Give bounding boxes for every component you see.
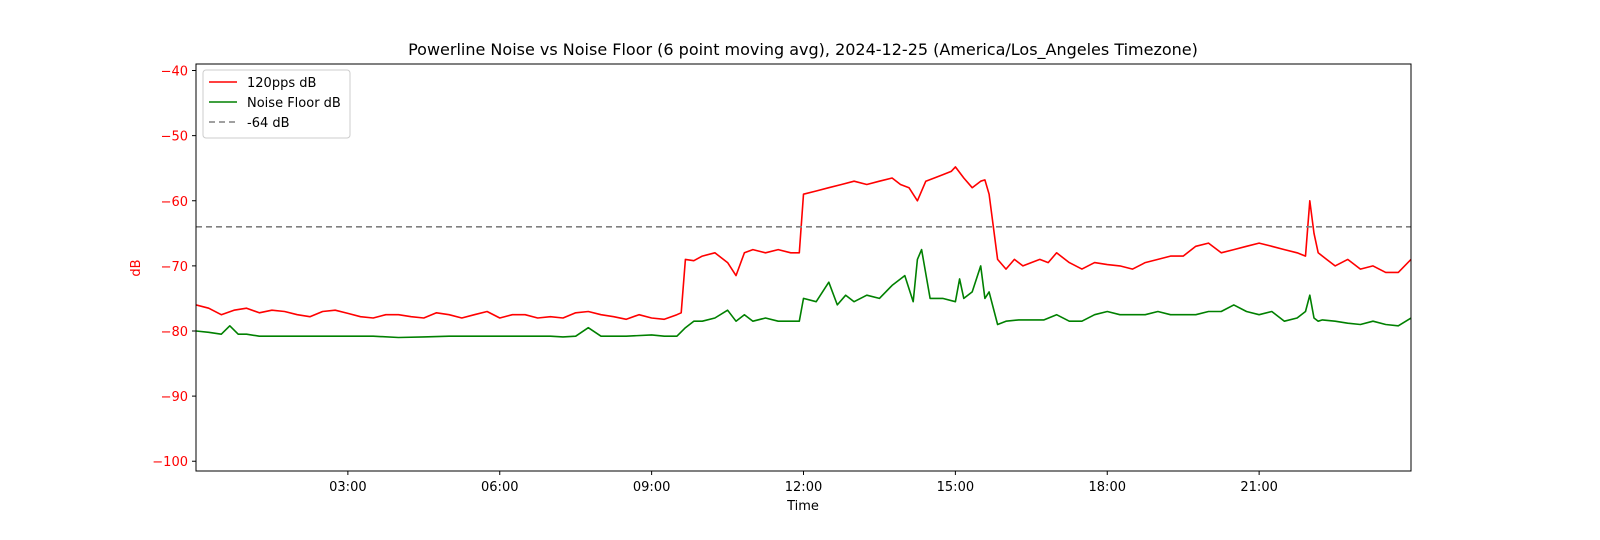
series-line-noise-floor — [196, 248, 1411, 339]
plot-frame — [195, 63, 1412, 472]
x-axis-title: Time — [786, 499, 819, 514]
x-tick-label: 15:00 — [937, 480, 974, 495]
x-tick-label: 06:00 — [481, 480, 518, 495]
y-tick-label: −60 — [161, 195, 188, 210]
y-axis-title: dB — [129, 259, 144, 276]
x-tick-label: 12:00 — [785, 480, 822, 495]
y-tick-label: −90 — [161, 390, 188, 405]
x-tick-label: 18:00 — [1089, 480, 1126, 495]
series-line-120pps — [196, 166, 1411, 321]
y-tick-label: −40 — [161, 65, 188, 80]
x-tick-label: 03:00 — [329, 480, 366, 495]
y-tick-label: −50 — [161, 130, 188, 145]
x-tick-label: 21:00 — [1240, 480, 1277, 495]
legend-label: -64 dB — [247, 116, 290, 131]
chart-title: Powerline Noise vs Noise Floor (6 point … — [408, 40, 1198, 60]
legend-label: 120pps dB — [247, 76, 316, 91]
y-tick-label: −100 — [152, 455, 188, 470]
legend-label: Noise Floor dB — [247, 96, 341, 111]
legend: 120pps dB Noise Floor dB -64 dB — [202, 69, 351, 139]
legend-box — [202, 69, 351, 139]
x-tick-label: 09:00 — [633, 480, 670, 495]
y-tick-label: −70 — [161, 260, 188, 275]
y-tick-label: −80 — [161, 325, 188, 340]
